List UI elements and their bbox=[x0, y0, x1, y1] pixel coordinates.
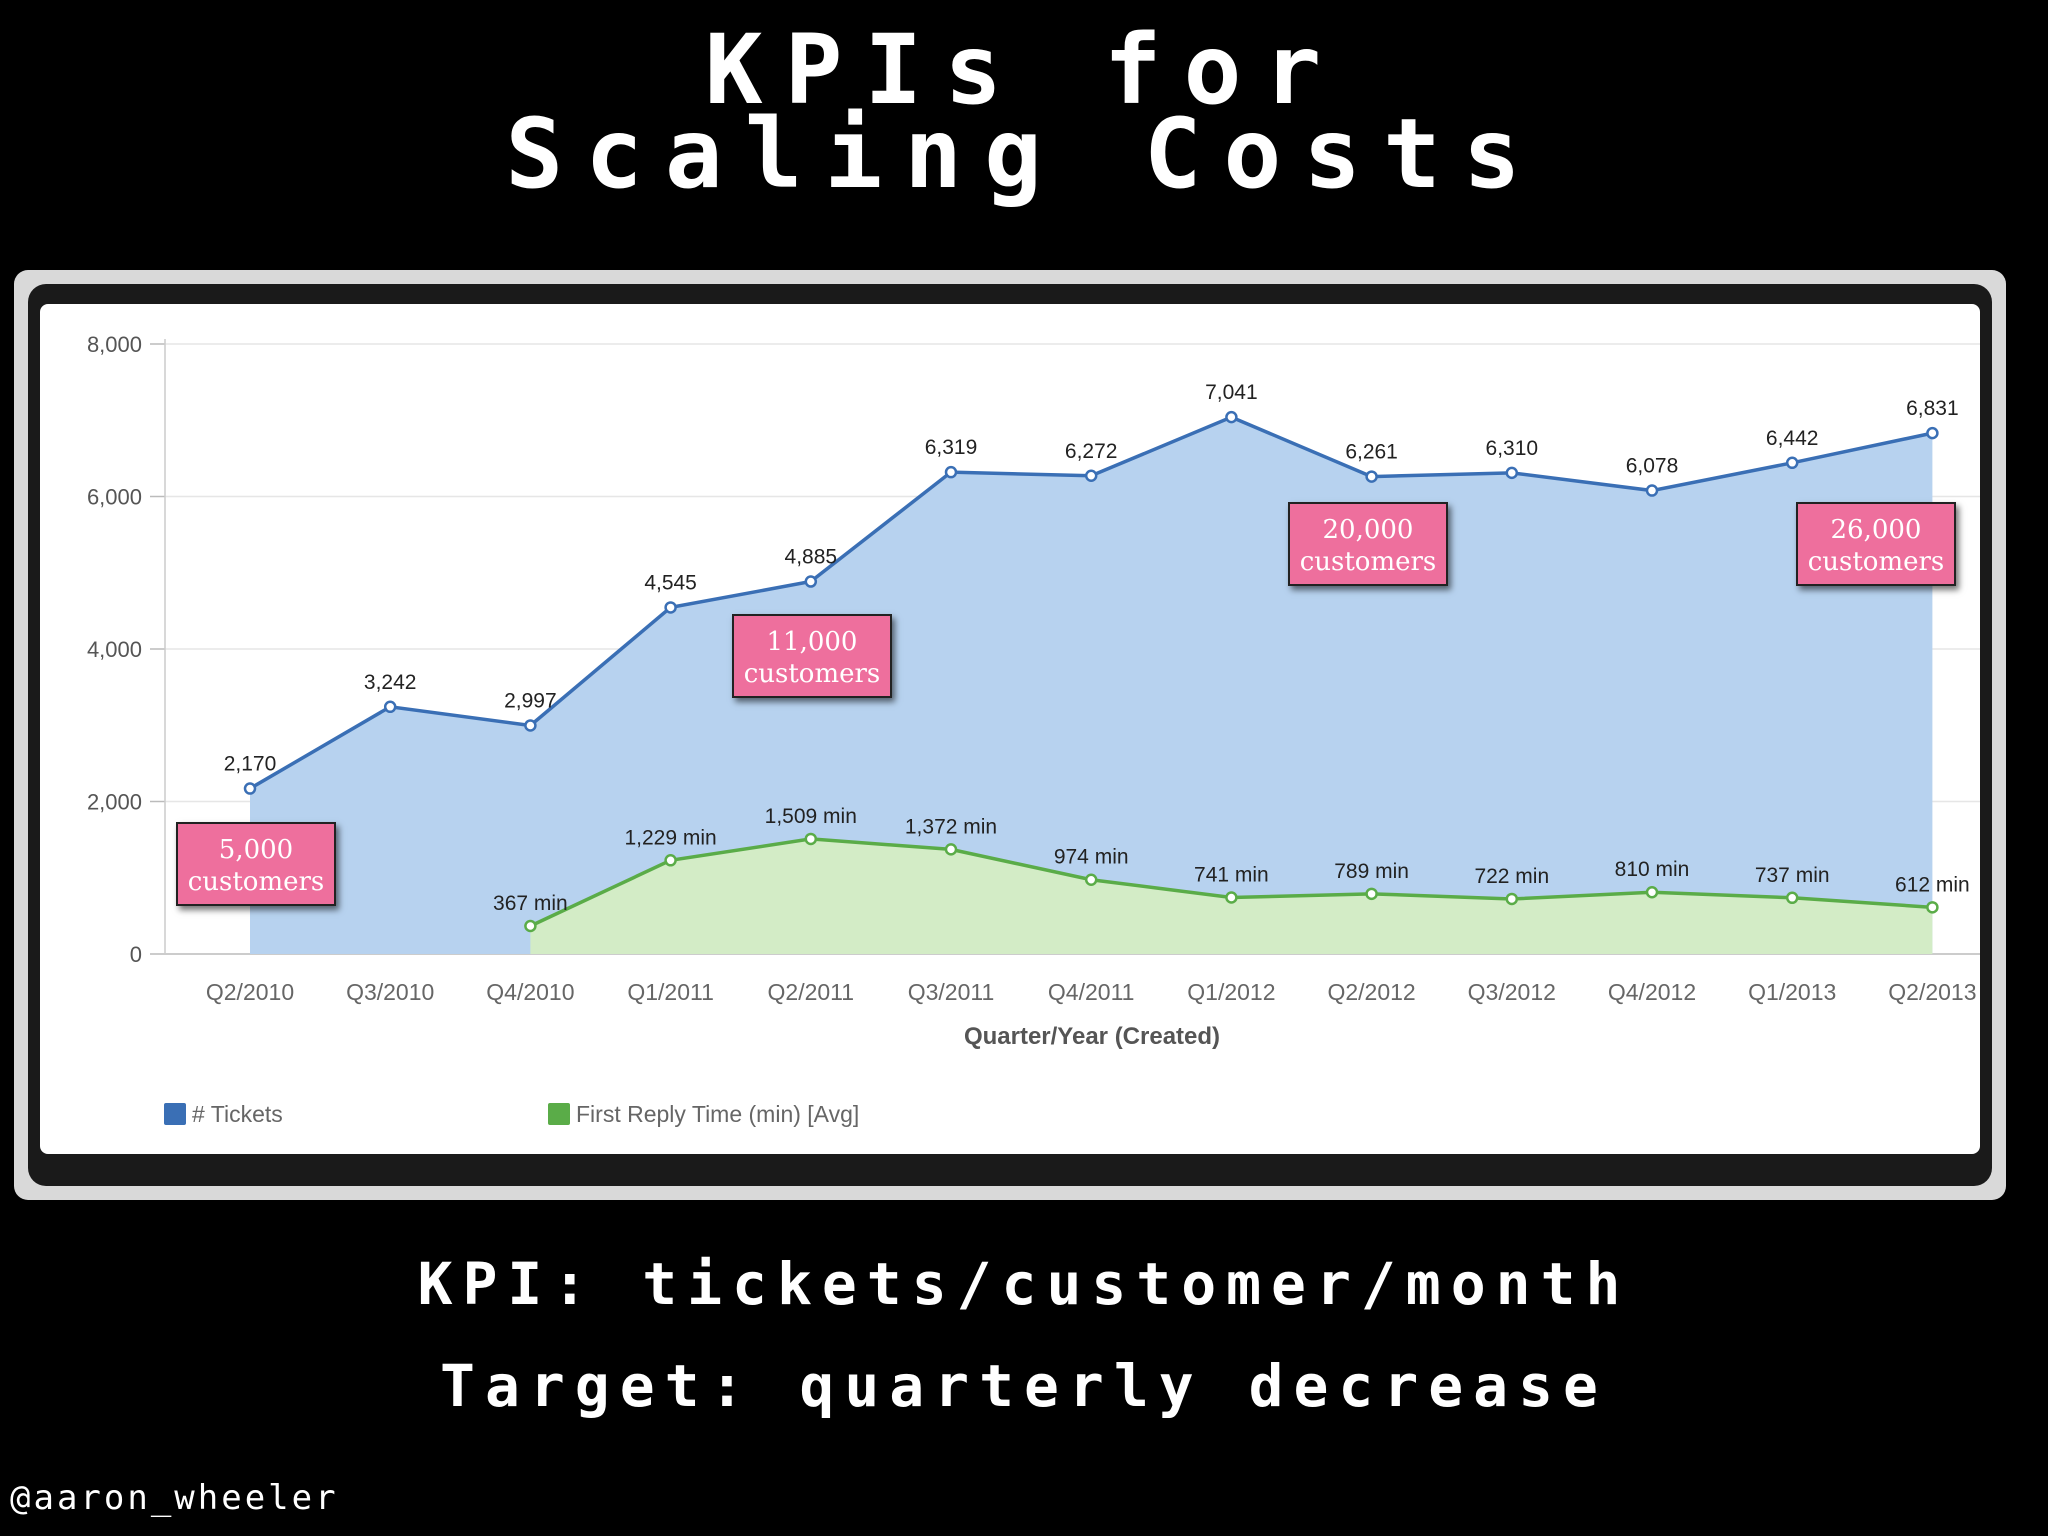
data-point-tickets bbox=[1926, 426, 1939, 440]
callout-label: customers bbox=[1299, 547, 1437, 577]
series-area-reply-time bbox=[530, 838, 1933, 954]
data-point-tickets bbox=[1365, 470, 1378, 483]
chart-panel: 0 2,000 4,000 6,000 8,000 2,170 3,242 2,997 4,54… bbox=[40, 304, 1980, 1154]
slide-title: KPIs for Scaling Costs bbox=[0, 14, 2048, 210]
legend-label-tickets: # Tickets bbox=[192, 1101, 283, 1127]
data-label-tickets: 6,319 bbox=[925, 436, 978, 459]
data-point-tickets bbox=[524, 719, 537, 732]
data-label-reply-time: 974 min bbox=[1054, 846, 1129, 869]
data-label-tickets: 4,885 bbox=[785, 546, 838, 569]
series-area-tickets bbox=[250, 417, 1933, 954]
y-tick-label: 6,000 bbox=[87, 485, 142, 510]
data-label-reply-time: 741 min bbox=[1194, 863, 1269, 886]
callout-20000-customers: 20,000 customers bbox=[1288, 502, 1448, 586]
data-label-tickets: 4,545 bbox=[644, 571, 697, 594]
chart-svg: 0 2,000 4,000 6,000 8,000 2,170 3,242 2,997 4,54… bbox=[87, 332, 1980, 1127]
data-label-reply-time: 367 min bbox=[493, 892, 568, 915]
y-tick-label: 2,000 bbox=[87, 790, 142, 815]
x-tick-label: Q3/2010 bbox=[346, 979, 434, 1005]
data-point-tickets bbox=[243, 782, 257, 795]
callout-5000-customers: 5,000 customers bbox=[176, 822, 336, 906]
x-tick-label: Q1/2013 bbox=[1748, 979, 1836, 1005]
data-point-reply-time bbox=[1084, 873, 1098, 886]
data-label-reply-time: 1,509 min bbox=[765, 805, 857, 828]
x-tick-label: Q3/2011 bbox=[908, 979, 995, 1005]
callout-label: customers bbox=[743, 659, 881, 689]
x-tick-label: Q3/2012 bbox=[1468, 979, 1556, 1005]
title-line-1: KPIs for bbox=[704, 14, 1344, 126]
y-tick-label: 4,000 bbox=[87, 637, 142, 662]
data-label-tickets: 6,272 bbox=[1065, 440, 1118, 463]
data-point-reply-time bbox=[1505, 892, 1519, 906]
data-point-reply-time bbox=[1365, 887, 1378, 901]
data-label-tickets: 6,442 bbox=[1766, 427, 1819, 450]
data-label-reply-time: 737 min bbox=[1755, 864, 1830, 887]
callout-value: 26,000 bbox=[1830, 515, 1922, 545]
callout-label: customers bbox=[1807, 547, 1945, 577]
data-point-reply-time bbox=[1645, 885, 1659, 899]
data-point-tickets bbox=[944, 465, 958, 479]
data-label-tickets: 2,997 bbox=[504, 689, 557, 712]
legend-label-reply-time: First Reply Time (min) [Avg] bbox=[576, 1101, 859, 1127]
data-label-tickets: 6,078 bbox=[1626, 455, 1679, 478]
data-point-reply-time bbox=[1926, 901, 1939, 914]
data-point-tickets bbox=[1505, 466, 1519, 480]
data-point-reply-time bbox=[804, 832, 818, 846]
x-tick-label: Q1/2011 bbox=[627, 979, 714, 1005]
data-label-reply-time: 1,229 min bbox=[624, 826, 716, 849]
x-tick-label: Q4/2010 bbox=[486, 979, 574, 1005]
x-tick-label: Q4/2012 bbox=[1608, 979, 1696, 1005]
data-point-reply-time bbox=[1785, 891, 1799, 905]
x-tick-label: Q2/2011 bbox=[768, 979, 855, 1005]
target-text: Target: quarterly decrease bbox=[440, 1352, 1608, 1420]
data-point-reply-time bbox=[944, 843, 958, 856]
data-label-tickets: 6,261 bbox=[1345, 441, 1398, 464]
legend-swatch-reply-time bbox=[548, 1103, 570, 1125]
data-point-tickets bbox=[804, 575, 818, 588]
data-label-tickets: 3,242 bbox=[364, 671, 417, 694]
data-label-tickets: 6,831 bbox=[1906, 397, 1959, 420]
data-label-reply-time: 722 min bbox=[1474, 865, 1549, 888]
data-label-reply-time: 612 min bbox=[1895, 873, 1970, 896]
x-tick-label: Q2/2013 bbox=[1888, 979, 1976, 1005]
data-point-tickets bbox=[1225, 410, 1238, 424]
y-tick-label: 0 bbox=[130, 942, 142, 967]
data-point-tickets bbox=[1645, 484, 1659, 497]
callout-value: 5,000 bbox=[218, 835, 294, 865]
callout-value: 20,000 bbox=[1322, 515, 1414, 545]
data-point-tickets bbox=[664, 601, 677, 614]
callout-label: customers bbox=[187, 867, 325, 897]
callout-value: 11,000 bbox=[766, 627, 858, 657]
title-line-2: Scaling Costs bbox=[505, 98, 1543, 210]
data-point-tickets bbox=[383, 700, 397, 714]
kpi-text: KPI: tickets/customer/month bbox=[417, 1250, 1631, 1318]
x-tick-label: Q2/2010 bbox=[206, 979, 294, 1005]
y-tick-label: 8,000 bbox=[87, 332, 142, 357]
callout-26000-customers: 26,000 customers bbox=[1796, 502, 1956, 586]
data-label-reply-time: 810 min bbox=[1615, 858, 1690, 881]
data-point-reply-time bbox=[1225, 891, 1238, 904]
data-point-reply-time bbox=[524, 919, 537, 933]
data-label-tickets: 6,310 bbox=[1486, 437, 1539, 460]
x-axis-title: Quarter/Year (Created) bbox=[964, 1023, 1220, 1050]
legend-swatch-tickets bbox=[164, 1103, 186, 1125]
data-point-reply-time bbox=[664, 854, 677, 867]
x-tick-label: Q2/2012 bbox=[1327, 979, 1415, 1005]
data-point-tickets bbox=[1785, 456, 1799, 470]
data-label-tickets: 7,041 bbox=[1205, 381, 1258, 404]
callout-11000-customers: 11,000 customers bbox=[732, 614, 892, 698]
x-tick-label: Q4/2011 bbox=[1048, 979, 1135, 1005]
data-point-tickets bbox=[1084, 469, 1098, 483]
author-handle: @aaron_wheeler bbox=[10, 1478, 339, 1518]
x-tick-label: Q1/2012 bbox=[1187, 979, 1275, 1005]
data-label-reply-time: 1,372 min bbox=[905, 815, 997, 838]
data-label-reply-time: 789 min bbox=[1334, 860, 1409, 883]
data-label-tickets: 2,170 bbox=[224, 753, 277, 776]
